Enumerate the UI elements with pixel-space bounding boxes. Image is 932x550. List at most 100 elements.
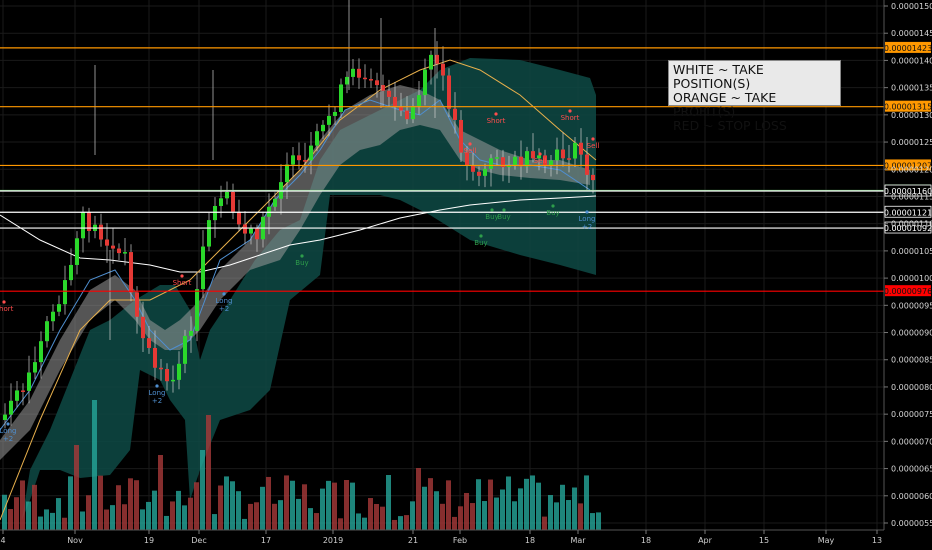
candle-body [501,157,505,168]
x-tick-label: 13 [872,536,882,545]
candle-body [219,198,223,206]
candle-body [465,152,469,166]
x-tick-label: 21 [408,536,418,545]
volume-bar [494,497,499,530]
ichimoku-cloud [0,58,596,520]
volume-bar [236,491,241,530]
signal-label-buy: Buy [497,213,510,221]
volume-bar [182,505,187,530]
x-tick-label: 18 [525,536,535,545]
volume-bar [296,498,301,530]
volume-bar [560,484,565,530]
volume-bar [200,450,205,530]
signal-label-sell: Sell [534,157,547,165]
annotation-line-white: WHITE ~ TAKE POSITION(S) [673,62,764,91]
volume-bar [578,503,583,530]
x-tick-label: Feb [453,536,467,545]
candle-body [123,252,127,254]
signal-label-sell: Sell [464,147,477,155]
candle-body [363,77,367,80]
candle-body [303,160,307,162]
candle-body [237,211,241,225]
volume-bar [326,480,331,530]
x-tick-label: May [818,536,835,545]
volume-bar [596,512,601,530]
candle-body [183,335,187,364]
candle-body [435,54,439,64]
candle-body [255,228,259,240]
volume-bar [566,500,571,530]
x-tick-label: 17 [261,536,271,545]
volume-bar [512,501,517,530]
candle-body [87,212,91,231]
candle-body [405,110,409,120]
signal-label-buy: Buy [295,259,308,267]
volume-bar [380,506,385,530]
x-tick-label: 2019 [323,536,343,545]
candle-body [441,63,445,76]
level-label: 0.00000976 [884,287,932,296]
candle-body [495,157,499,159]
candle-body [171,379,175,382]
candle-body [273,198,277,207]
volume-bar [104,509,109,530]
volume-bar [524,478,529,530]
volume-bar [518,488,523,530]
volume-bar [80,511,85,530]
candle-body [447,75,451,109]
volume-bar [14,497,19,530]
candle-body [225,191,229,199]
candle-body [351,68,355,77]
volume-bar [434,491,439,530]
volume-bar [8,509,13,530]
volume-bar [428,478,433,530]
volume-bar [194,482,199,530]
candle-body [69,264,73,281]
volume-bar [464,492,469,530]
volume-bar [152,490,157,530]
candle-body [39,341,43,363]
signal-label-short: Short [561,114,580,122]
candle-body [417,95,421,107]
candle-body [483,168,487,176]
volume-bar [398,516,403,530]
volume-bar [122,504,127,530]
candle-body [75,238,79,265]
signal-label-short: Short [0,305,14,313]
ma-line-orange [0,59,597,521]
candle-body [189,330,193,336]
volume-bar [542,516,547,530]
candle-body [321,124,325,132]
candle-body [135,292,139,317]
volume-bar [548,495,553,530]
x-tick-label: Nov [67,536,83,545]
volume-bar [206,415,211,530]
volume-bar [212,514,217,530]
x-tick-label: 19 [144,536,154,545]
volume-bar [44,509,49,530]
candle-body [45,321,49,342]
volume-bar [20,480,25,530]
volume-bar [92,400,97,530]
volume-bar [422,486,427,530]
volume-bar [590,513,595,530]
candle-body [423,69,427,96]
volume-bars [2,400,601,530]
volume-bar [188,497,193,530]
candle-body [537,155,541,159]
volume-bar [110,505,115,530]
candle-body [357,68,361,78]
volume-bar [476,479,481,530]
volume-bar [584,475,589,530]
volume-bar [392,519,397,530]
volume-bar [164,515,169,530]
annotation-line-red: RED ~ STOP LOSS [673,118,787,133]
